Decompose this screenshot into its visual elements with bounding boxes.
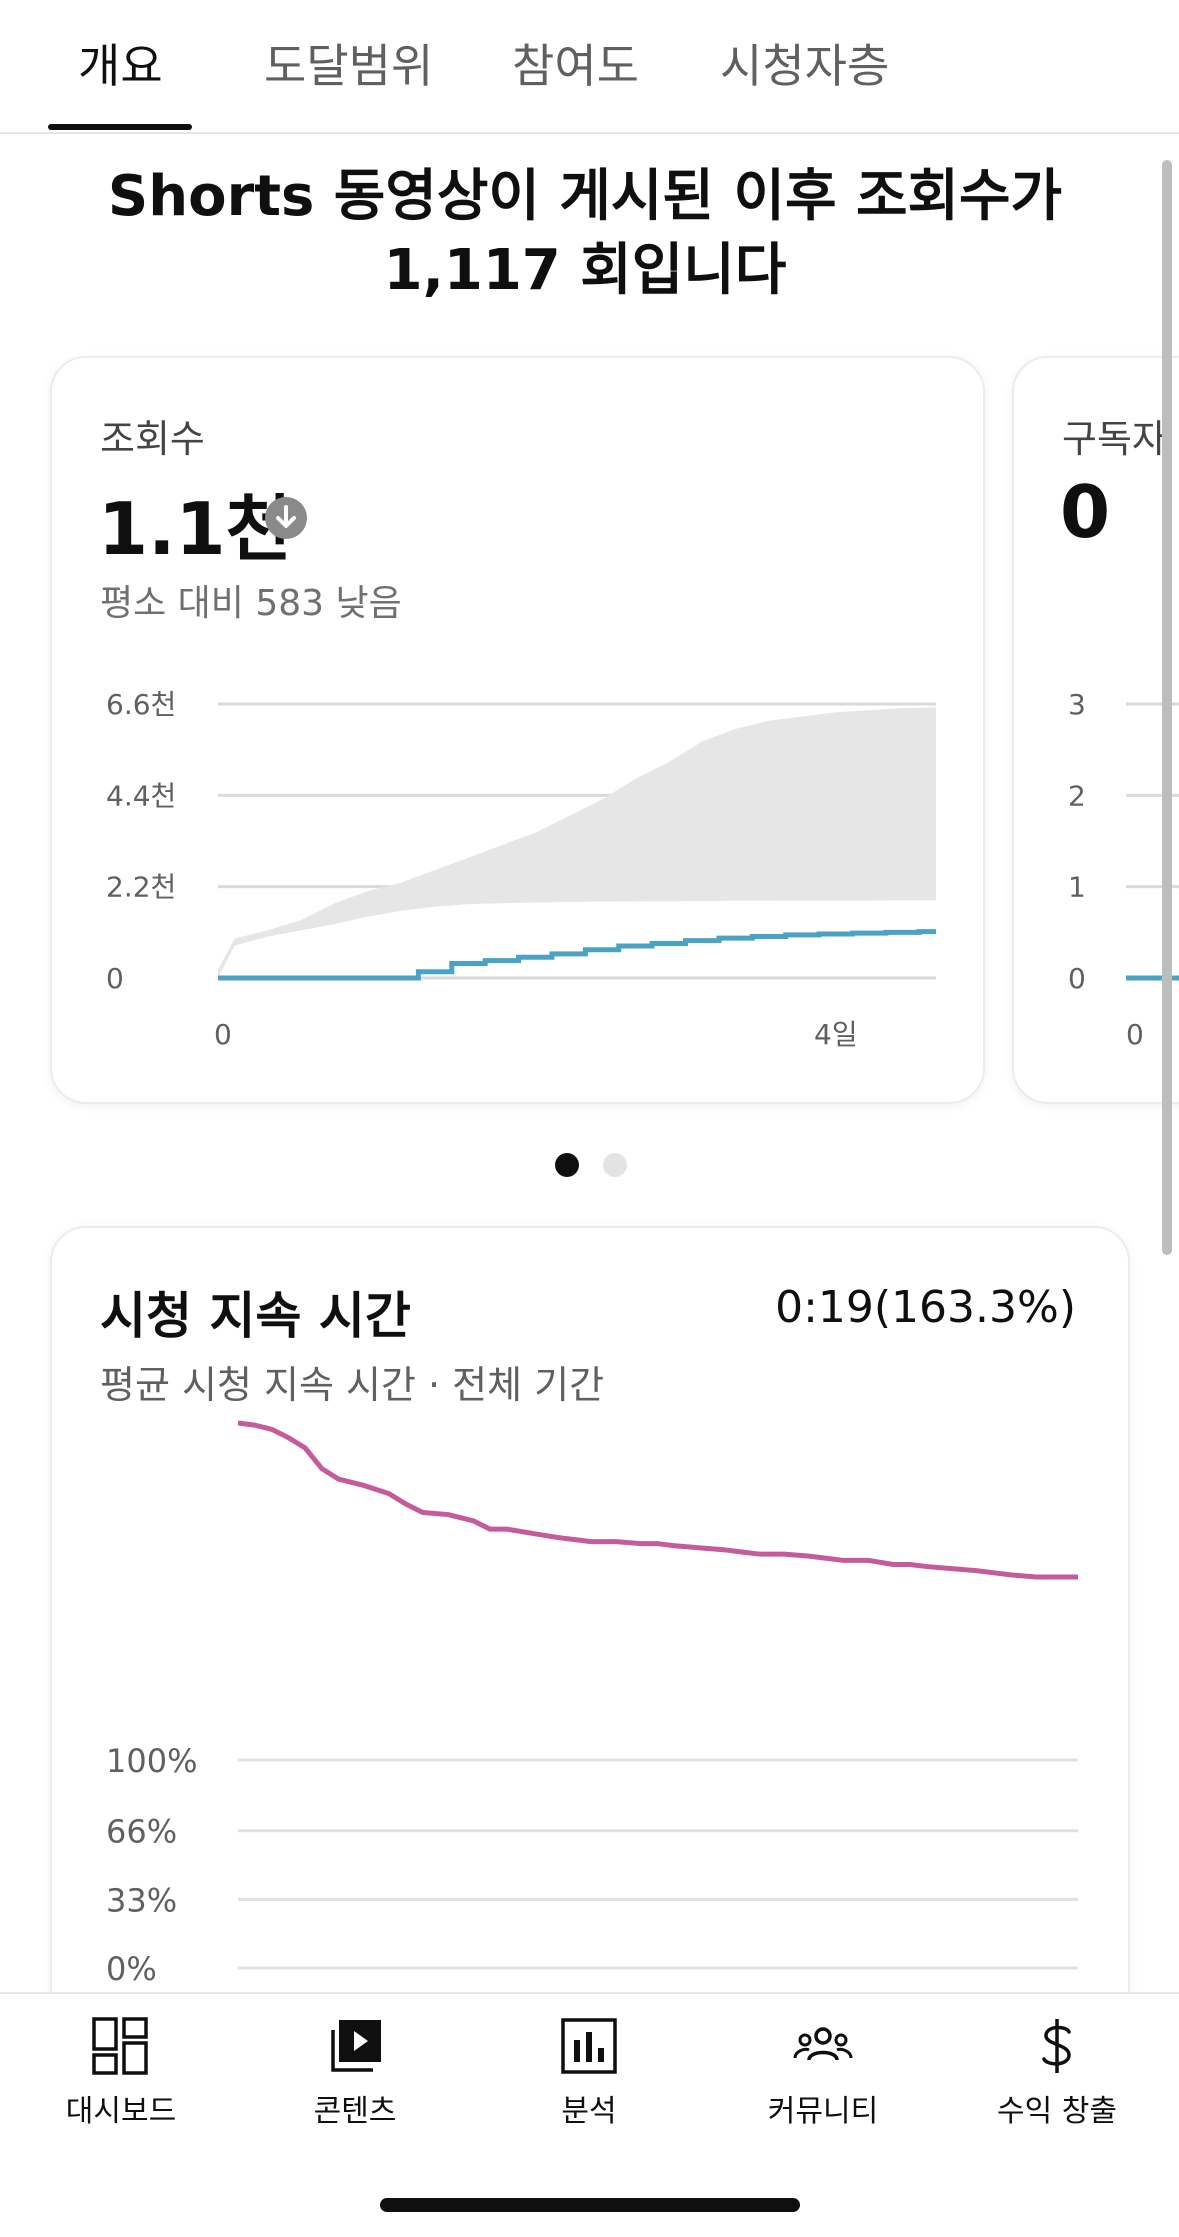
x-tick-label: 0 [214,1018,232,1051]
bottom-nav: 대시보드 콘텐츠 분석 [0,1992,1179,2237]
subscribers-value: 0 [1060,470,1111,554]
views-chart: 0 2.2천 4.4천 6.6천 0 4일 [106,688,936,1051]
views-card[interactable]: 조회수 1.1천 평소 대비 583 낮음 0 2.2천 4.4천 6.6천 0 4일 [50,356,985,1104]
y-tick-label: 2 [1068,779,1086,812]
views-line [218,929,936,981]
retention-card[interactable]: 시청 지속 시간 0:19(163.3%) 평균 시청 지속 시간 · 전체 기… [50,1226,1130,2126]
home-indicator [380,2198,800,2212]
x-tick-label: 0 [1126,1018,1144,1051]
views-label: 조회수 [100,417,205,461]
community-icon [793,2027,853,2061]
y-tick-label: 6.6천 [106,688,176,721]
nav-monetization-label: 수익 창출 [997,2094,1117,2129]
y-tick-label: 3 [1068,688,1086,721]
y-tick-label: 1 [1068,871,1086,904]
nav-dashboard[interactable]: 대시보드 [21,2016,221,2130]
dashboard-icon [92,2017,148,2075]
retention-line [237,1420,1078,1580]
tab-audience[interactable]: 시청자층 [720,39,890,93]
nav-community[interactable]: 커뮤니티 [723,2016,923,2130]
y-tick-label: 66% [106,1813,177,1851]
analytics-icon [561,2018,617,2074]
nav-dashboard-label: 대시보드 [65,2094,177,2129]
nav-monetization[interactable]: 수익 창출 [957,2016,1157,2130]
pager-dot-active[interactable] [555,1153,579,1177]
retention-value: 0:19(163.3%) [775,1282,1076,1333]
views-comparison: 평소 대비 583 낮음 [100,583,402,624]
y-tick-label: 0 [106,962,124,995]
retention-subtitle: 평균 시청 지속 시간 · 전체 기간 [100,1363,605,1407]
summary-headline: Shorts 동영상이 게시된 이후 조회수가 1,117 회입니다 [107,164,1063,303]
retention-title: 시청 지속 시간 [100,1287,411,1345]
nav-content-label: 콘텐츠 [313,2094,397,2129]
active-tab-indicator [48,124,192,130]
nav-content[interactable]: 콘텐츠 [255,2016,455,2130]
views-value: 1.1천 [98,487,292,571]
arrow-down-circle-icon [265,497,307,539]
y-tick-label: 33% [106,1881,177,1919]
tab-bar: 개요 도달범위 참여도 시청자층 [0,0,1179,134]
y-tick-label: 100% [106,1742,197,1780]
pager-dot[interactable] [603,1153,627,1177]
scrollbar[interactable] [1162,160,1172,1255]
nav-community-label: 커뮤니티 [767,2094,879,2129]
subscribers-card[interactable]: 구독자 0 0 1 2 3 0 [1012,356,1179,1104]
y-tick-label: 0% [106,1950,157,1988]
x-tick-label: 4일 [814,1018,858,1051]
tab-reach[interactable]: 도달범위 [264,39,434,93]
typical-range-band [218,707,936,978]
y-tick-label: 0 [1068,962,1086,995]
y-tick-label: 2.2천 [106,871,176,904]
tab-engagement[interactable]: 참여도 [512,39,639,93]
content-icon [331,2020,381,2072]
nav-analytics[interactable]: 분석 [489,2016,689,2130]
tab-overview[interactable]: 개요 [78,39,163,93]
subscribers-chart: 0 1 2 3 0 [1068,688,1179,1051]
nav-analytics-label: 분석 [561,2094,617,2129]
monetization-icon [1042,2019,1071,2073]
retention-chart: 0% 33% 66% 100% [106,1420,1078,1988]
subscribers-label: 구독자 [1062,417,1167,461]
y-tick-label: 4.4천 [106,779,176,812]
